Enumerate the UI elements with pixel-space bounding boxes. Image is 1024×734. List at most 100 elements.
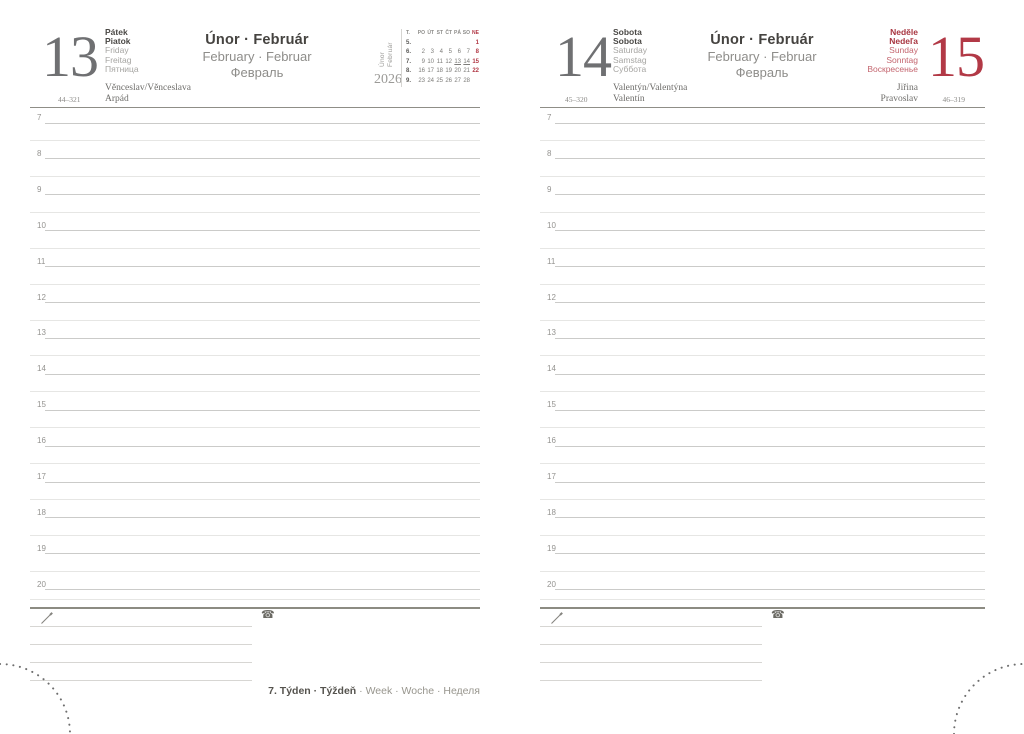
hour-line — [45, 266, 480, 268]
mini-cal-day: 12 — [445, 58, 452, 65]
half-hour-line — [540, 175, 985, 177]
half-hour-line — [540, 499, 985, 500]
month-subtitle-1: February · Februar — [202, 49, 312, 64]
hour-line — [45, 445, 480, 447]
page-code: 46–319 — [942, 95, 966, 104]
day-number-15: 15 — [928, 24, 985, 89]
month-subtitle-1: February · Februar — [707, 49, 817, 64]
mini-cal-day: 11 — [436, 58, 443, 65]
name-day-line: Jiřina — [896, 83, 918, 93]
hour-grid: 7 8 9 10 11 12 13 14 15 16 17 18 19 20 — [540, 0, 985, 612]
right-page: 14 Sobota Sobota Saturday Samstag Суббот… — [540, 0, 985, 734]
hour-label: 10 — [547, 220, 556, 230]
hour-line — [555, 194, 985, 196]
hour-line — [555, 481, 985, 483]
hour-line — [45, 122, 480, 124]
mini-cal-week-number: 5. — [406, 39, 412, 46]
day-name-en: Sunday — [889, 45, 918, 56]
hour-line — [45, 373, 480, 375]
mini-cal-day: 18 — [436, 68, 443, 75]
phone-icon: ☎ — [771, 608, 785, 621]
mini-cal-day: 4 — [439, 49, 443, 56]
day-name-de: Samstag — [613, 54, 647, 65]
half-hour-line — [30, 570, 480, 572]
corner-perforation-left — [0, 663, 71, 734]
hour-line — [555, 445, 985, 447]
half-hour-line — [30, 499, 480, 500]
hour-label: 13 — [37, 328, 46, 338]
mini-cal-day: 7 — [466, 49, 470, 56]
mini-cal-day: 3 — [430, 49, 434, 56]
hour-label: 16 — [37, 436, 46, 446]
mini-cal-week-number: 7. — [406, 58, 412, 65]
hour-line — [45, 158, 480, 160]
hour-line — [555, 302, 985, 303]
half-hour-line — [30, 534, 480, 536]
day-names-friday: Pátek Piatok Friday Freitag Пятница — [105, 27, 139, 74]
mini-cal-day-header: ST — [436, 30, 443, 36]
mini-cal-day: 2 — [421, 49, 425, 56]
mini-cal-week-header: T. — [406, 30, 410, 36]
half-hour-line — [540, 463, 985, 465]
mini-cal-day: 20 — [454, 68, 461, 75]
week-footer: 7. Týden · Týždeň · Week · Woche · Недел… — [268, 685, 480, 697]
note-line — [30, 626, 252, 627]
month-title: Únor · Február — [205, 32, 309, 48]
mini-calendar: T. PO ÚT ST ČT PÁ SO NE 5. 1 6. 2 3 4 5 6 7 8 7. 9 10 11 12 13 1… — [406, 29, 480, 87]
hour-label: 19 — [37, 543, 46, 553]
name-day-line: Arpád — [105, 93, 129, 104]
notes-rule — [540, 607, 985, 609]
hour-line — [45, 409, 480, 411]
day-name-ru: Воскресенье — [867, 63, 918, 74]
hour-label: 16 — [547, 436, 556, 446]
day-name-sk: Nedeľa — [889, 36, 918, 47]
half-hour-line — [30, 598, 480, 600]
name-days: Věnceslav/Věnceslava Arpád — [105, 83, 191, 104]
hour-line — [555, 266, 985, 268]
day-name-de: Sonntag — [886, 54, 918, 65]
mini-cal-day: 16 — [418, 68, 425, 75]
mini-cal-day: 23 — [418, 77, 425, 84]
month-title: Únor · Február — [710, 32, 814, 48]
day-number-13: 13 — [42, 24, 99, 89]
name-day-line: Valentýn/Valentýna — [613, 83, 688, 93]
mini-cal-day-header: ČT — [445, 30, 452, 36]
half-hour-line — [540, 598, 985, 600]
week-footer-bold: 7. Týden · Týždeň — [268, 685, 357, 697]
hour-label: 10 — [37, 220, 46, 230]
month-subtitle-2: Февраль — [230, 65, 284, 80]
left-page: 13 Pátek Piatok Friday Freitag Пятница Ú… — [30, 0, 480, 734]
half-hour-line — [30, 355, 480, 357]
mini-cal-day-header: ÚT — [427, 30, 434, 36]
hour-label: 8 — [37, 148, 42, 158]
hour-line — [45, 481, 480, 483]
half-hour-line — [30, 463, 480, 465]
half-hour-line — [30, 175, 480, 177]
half-hour-line — [30, 427, 480, 429]
day-name-en: Friday — [105, 45, 129, 56]
half-hour-line — [540, 427, 985, 429]
hour-line — [45, 589, 480, 591]
hour-line — [555, 337, 985, 339]
half-hour-line — [30, 247, 480, 249]
hour-label: 7 — [37, 113, 42, 122]
mini-cal-day: 24 — [427, 77, 434, 84]
week-footer-light: · Week · Woche · Неделя — [356, 685, 480, 697]
mini-cal-day: 27 — [454, 77, 461, 84]
mini-cal-day: 15 — [472, 58, 479, 65]
name-day-line: Věnceslav/Věnceslava — [105, 83, 191, 93]
calendar-divider — [401, 29, 402, 87]
hour-label: 20 — [547, 579, 556, 589]
name-day-line: Valentín — [613, 93, 645, 104]
mini-cal-day-header: SO — [462, 30, 470, 36]
notes-rule — [30, 607, 480, 609]
hour-label: 9 — [37, 184, 42, 194]
page-code: 45–320 — [565, 95, 588, 104]
hour-label: 14 — [37, 364, 46, 374]
hour-label: 17 — [547, 472, 556, 481]
hour-label: 13 — [547, 328, 556, 338]
hour-line — [45, 517, 480, 519]
half-hour-line — [540, 534, 985, 536]
note-line — [540, 680, 762, 681]
day-name-ru: Суббота — [613, 63, 647, 74]
